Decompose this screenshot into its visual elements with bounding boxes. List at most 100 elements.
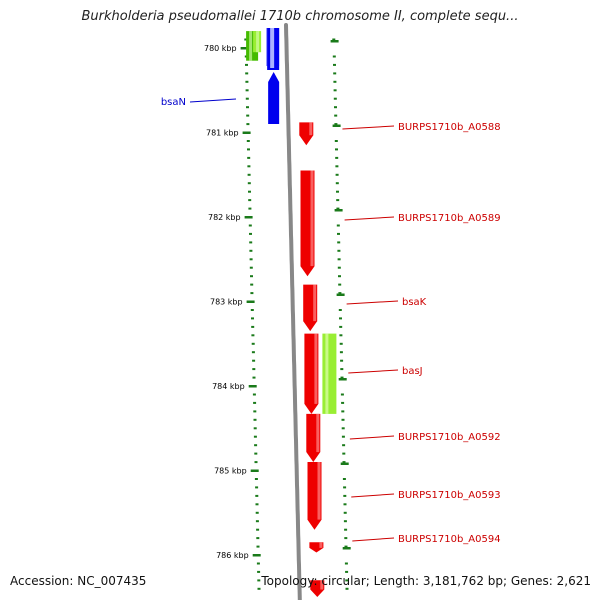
minor-tick-left	[252, 368, 256, 371]
minor-tick-left	[250, 292, 254, 295]
minor-tick-left	[252, 376, 256, 379]
tick-label: 784 kbp	[212, 382, 245, 391]
minor-tick-right	[344, 562, 348, 565]
gene-highlight	[256, 31, 260, 53]
minor-tick-right	[343, 511, 347, 514]
minor-tick-left	[257, 570, 261, 573]
minor-tick-left	[254, 461, 258, 464]
minor-tick-right	[341, 435, 345, 438]
minor-tick-right	[339, 317, 342, 320]
minor-tick-left	[256, 528, 260, 531]
minor-tick-left	[252, 393, 256, 396]
minor-tick-left	[248, 207, 252, 210]
minor-tick-left	[256, 537, 260, 540]
minor-tick-left	[256, 545, 260, 548]
minor-tick-left	[246, 123, 250, 126]
minor-tick-left	[245, 72, 249, 75]
minor-tick-left	[253, 410, 257, 413]
minor-tick-right	[337, 241, 341, 244]
minor-tick-right	[340, 368, 344, 371]
minor-tick-right	[343, 486, 347, 489]
minor-tick-left	[253, 427, 257, 430]
minor-tick-left	[249, 232, 252, 235]
minor-tick-left	[247, 182, 251, 185]
major-tick-right	[338, 378, 347, 381]
gene-label: BURPS1710b_A0592	[398, 432, 501, 443]
minor-tick-left	[246, 106, 249, 109]
major-tick-left	[242, 131, 251, 134]
accession-text: Accession: NC_007435	[10, 574, 147, 588]
minor-tick-right	[341, 427, 345, 430]
minor-tick-left	[253, 435, 257, 438]
minor-tick-left	[251, 342, 255, 345]
minor-tick-right	[338, 275, 341, 278]
minor-tick-right	[339, 342, 343, 345]
topology-stats-text: Topology: circular; Length: 3,181,762 bp…	[261, 574, 591, 588]
minor-tick-right	[341, 410, 345, 413]
tick-label: 783 kbp	[210, 298, 243, 307]
minor-tick-right	[342, 444, 346, 447]
gene-label: basJ	[402, 366, 423, 377]
minor-tick-right	[334, 106, 337, 109]
minor-tick-right	[337, 232, 340, 235]
minor-tick-right	[333, 97, 337, 100]
major-tick-right	[342, 547, 351, 550]
major-tick-left	[248, 385, 257, 388]
leader-line	[349, 435, 395, 440]
minor-tick-left	[245, 97, 249, 100]
minor-tick-right	[336, 199, 340, 202]
minor-tick-left	[251, 325, 255, 328]
minor-tick-left	[248, 224, 252, 227]
minor-tick-right	[340, 393, 344, 396]
minor-tick-right	[333, 89, 337, 92]
minor-tick-left	[245, 63, 248, 66]
minor-tick-right	[344, 528, 348, 531]
minor-tick-right	[340, 359, 344, 362]
leader-line	[346, 300, 399, 305]
gene-highlight	[320, 580, 324, 590]
minor-tick-right	[335, 165, 339, 168]
tick-label: 781 kbp	[206, 129, 239, 138]
tick-label: 780 kbp	[204, 44, 237, 53]
minor-tick-right	[333, 63, 336, 66]
minor-tick-left	[247, 148, 250, 151]
minor-tick-left	[257, 587, 261, 590]
gene-highlight	[319, 542, 323, 548]
gene-label: BURPS1710b_A0589	[398, 213, 501, 224]
minor-tick-left	[248, 199, 252, 202]
leader-line	[352, 537, 395, 542]
minor-tick-right	[337, 258, 341, 261]
major-tick-right	[334, 209, 343, 212]
minor-tick-right	[335, 173, 339, 176]
leader-line	[189, 98, 237, 103]
minor-tick-right	[345, 579, 349, 582]
minor-tick-left	[247, 156, 251, 159]
minor-tick-left	[247, 165, 251, 168]
minor-tick-left	[255, 511, 259, 514]
minor-tick-right	[333, 72, 337, 75]
minor-tick-left	[255, 503, 259, 506]
minor-tick-right	[334, 114, 338, 117]
tick-label: 782 kbp	[208, 213, 241, 222]
major-tick-left	[240, 47, 249, 50]
minor-tick-right	[342, 478, 346, 480]
major-tick-right	[336, 293, 345, 296]
minor-tick-right	[337, 266, 341, 269]
minor-tick-right	[335, 156, 339, 159]
minor-tick-left	[256, 562, 260, 565]
minor-tick-left	[251, 351, 255, 354]
minor-tick-left	[247, 173, 251, 176]
minor-tick-left	[252, 359, 256, 362]
gene-bar-basJ	[322, 333, 337, 414]
minor-tick-left	[255, 486, 259, 489]
leader-line	[342, 125, 395, 130]
minor-tick-left	[255, 520, 259, 523]
minor-tick-right	[336, 190, 339, 193]
minor-tick-left	[255, 494, 259, 497]
gene-label: BURPS1710b_A0588	[398, 122, 501, 133]
minor-tick-right	[338, 292, 342, 295]
gene-highlight	[314, 333, 318, 404]
minor-tick-left	[244, 38, 248, 41]
minor-tick-right	[344, 545, 348, 548]
